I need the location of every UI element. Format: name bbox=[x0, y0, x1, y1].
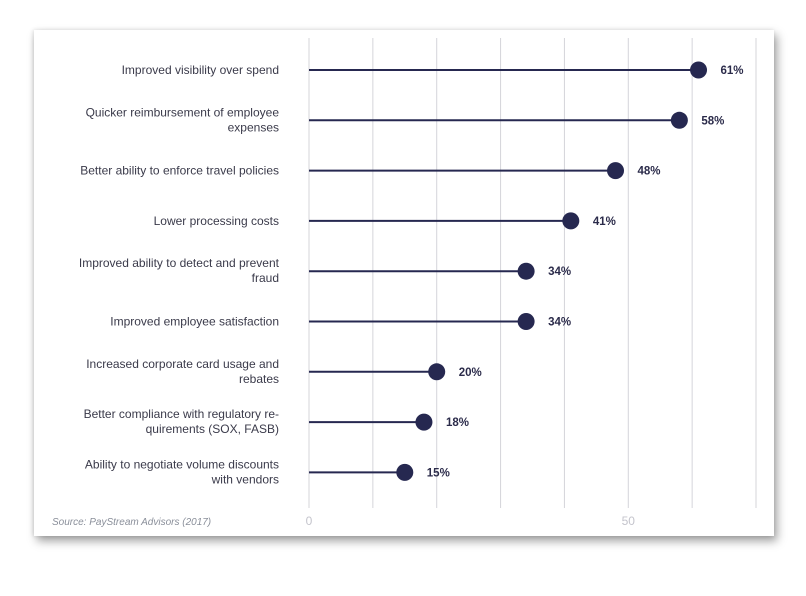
value-label: 48% bbox=[638, 166, 661, 178]
value-label: 20% bbox=[459, 367, 482, 379]
category-label: Increased corporate card usage and rebate… bbox=[86, 357, 279, 386]
category-label: Lower processing costs bbox=[154, 214, 279, 228]
lollipop-dot bbox=[415, 413, 433, 431]
category-label: Improved employee satisfaction bbox=[110, 315, 279, 329]
value-label: 18% bbox=[446, 417, 469, 429]
value-label: 61% bbox=[721, 65, 744, 77]
lollipop-dot bbox=[690, 61, 708, 79]
value-label: 34% bbox=[548, 317, 571, 329]
chart-card: 0 50 Improved visibility over spend 61% Qui… bbox=[34, 30, 774, 536]
lollipop-dot bbox=[517, 262, 535, 280]
category-label: Better ability to enforce travel policie… bbox=[80, 164, 279, 178]
value-label: 41% bbox=[593, 216, 616, 228]
category-label: Ability to negotiate volume discounts wit… bbox=[85, 457, 279, 486]
source-note: Source: PayStream Advisors (2017) bbox=[52, 517, 211, 528]
lollipop-dot bbox=[428, 363, 446, 381]
category-label: Quicker reimbursement of employee expense… bbox=[86, 105, 280, 134]
lollipop-chart: 0 50 Improved visibility over spend 61% Qui… bbox=[52, 38, 757, 528]
value-label: 34% bbox=[548, 266, 571, 278]
lollipop-dot bbox=[562, 212, 580, 230]
chart-marks: Improved visibility over spend 61% Quicker… bbox=[79, 61, 744, 486]
lollipop-dot bbox=[396, 463, 414, 481]
value-label: 58% bbox=[701, 115, 724, 127]
category-label: Improved visibility over spend bbox=[122, 63, 279, 77]
category-label: Improved ability to detect and prevent fr… bbox=[79, 256, 280, 285]
lollipop-dot bbox=[517, 313, 535, 330]
x-tick-label: 0 bbox=[306, 514, 313, 528]
lollipop-dot bbox=[607, 162, 625, 180]
x-tick-label: 50 bbox=[622, 514, 636, 528]
category-label: Better compliance with regulatory re-qui… bbox=[84, 407, 279, 436]
lollipop-dot bbox=[670, 111, 688, 129]
gridlines: 0 50 bbox=[306, 38, 757, 528]
value-label: 15% bbox=[427, 467, 450, 479]
